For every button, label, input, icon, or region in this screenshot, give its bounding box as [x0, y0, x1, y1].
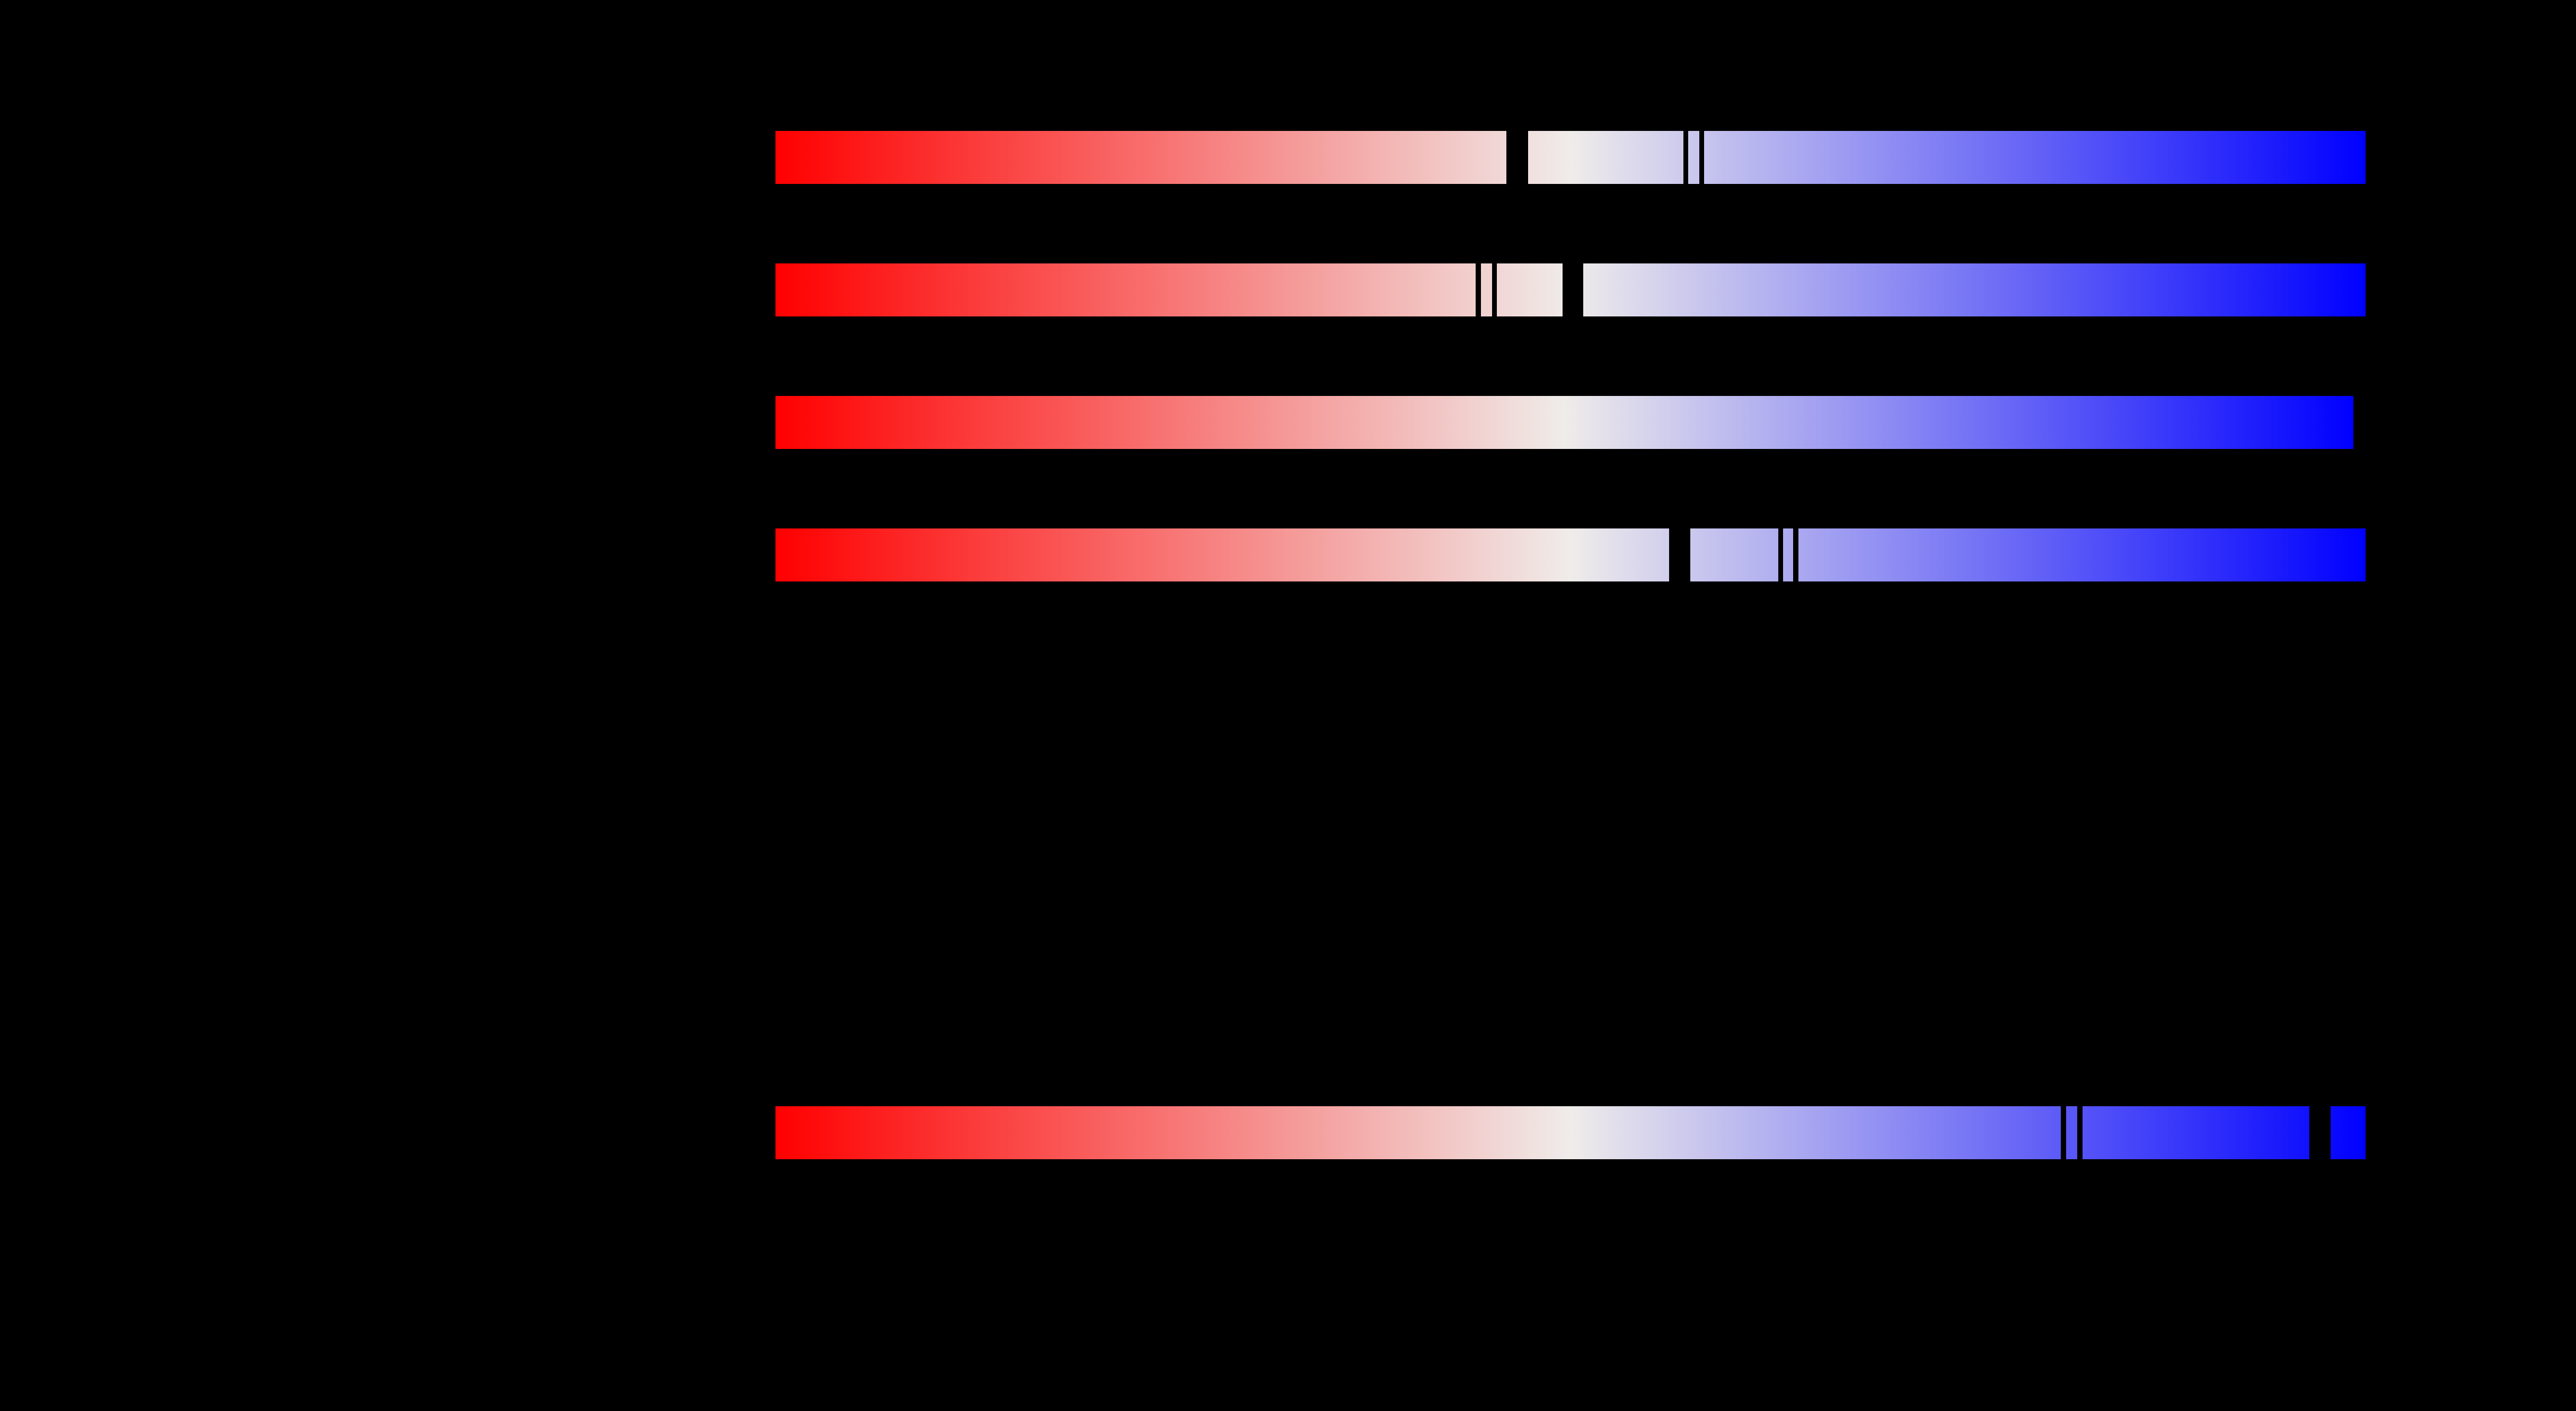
bar-band-line	[1683, 130, 1688, 184]
bar-band-line	[2061, 1106, 2066, 1160]
bar-gap-notch	[1506, 130, 1528, 184]
bar-gap-notch	[2309, 1106, 2331, 1160]
bar-gap-notch	[1669, 528, 1690, 582]
bar-band-line	[2077, 1106, 2083, 1160]
bar-band-line	[1778, 528, 1783, 582]
bar-band-line	[1699, 130, 1704, 184]
bar-gap-notch	[1563, 263, 1583, 317]
gradient-bar-3	[775, 396, 2353, 449]
bar-band-line	[1492, 263, 1497, 317]
gradient-bar-2	[775, 263, 2366, 317]
gradient-bar-5	[775, 1106, 2366, 1160]
gradient-bar-1	[775, 130, 2366, 184]
bar-band-line	[1476, 263, 1481, 317]
gradient-bar-4	[775, 528, 2366, 582]
bar-band-line	[1793, 528, 1798, 582]
